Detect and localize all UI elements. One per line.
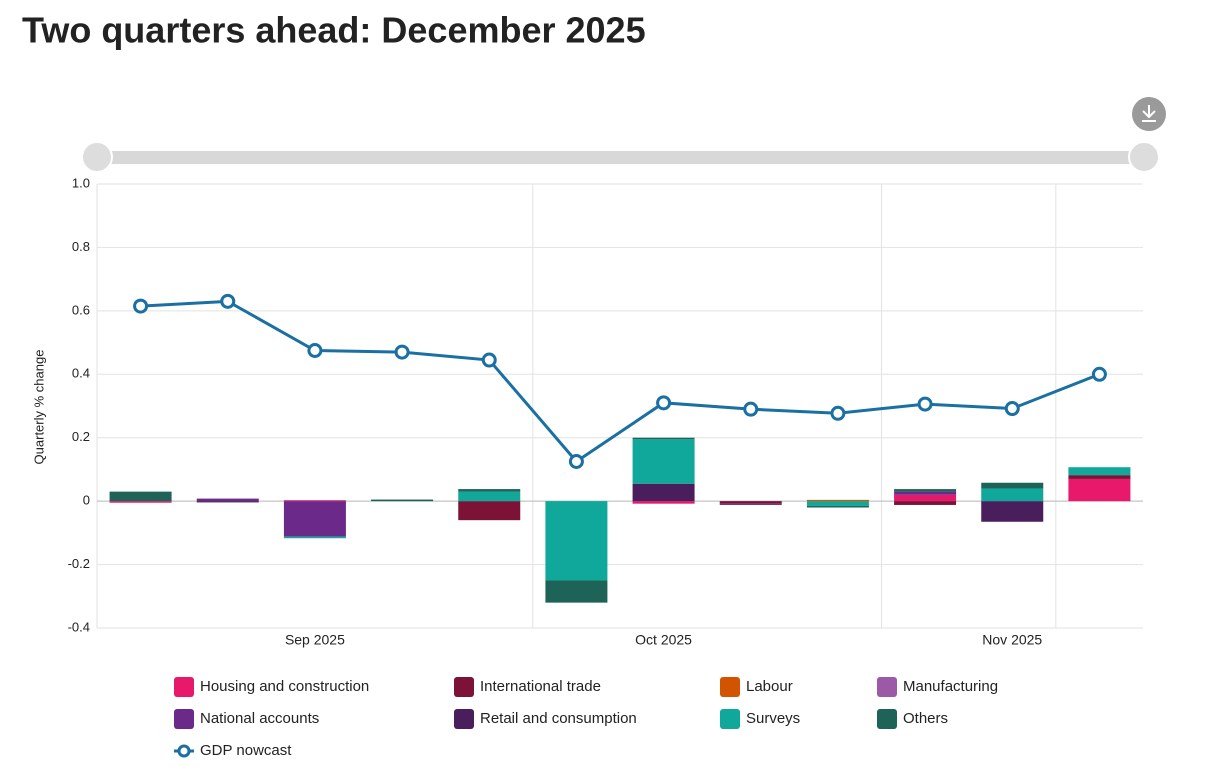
bar-segment <box>981 488 1044 502</box>
nowcast-point <box>394 344 410 360</box>
legend-swatch <box>720 709 740 729</box>
y-tick-label: 0.4 <box>72 366 90 381</box>
bar-segment <box>283 500 346 502</box>
bar-segment <box>894 494 957 502</box>
bar-segment <box>894 491 957 495</box>
y-tick-label: -0.2 <box>68 556 90 571</box>
nowcast-point <box>830 405 846 421</box>
legend-label: Others <box>903 710 948 727</box>
slider-handle[interactable] <box>81 141 113 173</box>
legend-swatch <box>174 709 194 729</box>
y-tick-label: 0.6 <box>72 302 90 317</box>
legend-swatch <box>877 709 897 729</box>
legend-label: Retail and consumption <box>480 710 637 727</box>
legend-swatch <box>720 677 740 697</box>
bar-segment <box>981 501 1044 522</box>
y-axis-label: Quarterly % change <box>31 350 46 465</box>
bar-segment <box>806 505 869 508</box>
legend-label: Manufacturing <box>903 678 998 695</box>
bar-segment <box>458 491 521 502</box>
bar-segment <box>109 491 172 502</box>
bar-segment <box>632 501 695 504</box>
nowcast-point <box>481 352 497 368</box>
bar-segment <box>632 483 695 502</box>
bar-segment <box>196 501 259 503</box>
range-slider[interactable] <box>97 151 1145 164</box>
bar-segment <box>1068 467 1131 476</box>
bar-segment <box>1068 475 1131 479</box>
legend-marker <box>177 744 191 758</box>
bar-segment <box>109 501 172 503</box>
bar-segment <box>545 580 608 603</box>
bar-segment <box>894 501 957 505</box>
legend-swatch <box>174 677 194 697</box>
bar-segment <box>806 501 869 506</box>
nowcast-point <box>1091 366 1107 382</box>
legend-label: National accounts <box>200 710 319 727</box>
bar-segment <box>719 501 782 504</box>
legend-label: International trade <box>480 678 601 695</box>
bar-segment <box>719 503 782 505</box>
bar-segment <box>894 489 957 492</box>
bar-segment <box>1068 478 1131 502</box>
nowcast-point <box>1004 401 1020 417</box>
legend-swatch <box>877 677 897 697</box>
nowcast-point <box>220 293 236 309</box>
bar-segment <box>458 489 521 492</box>
nowcast-point <box>656 395 672 411</box>
nowcast-point <box>133 298 149 314</box>
x-tick-label: Nov 2025 <box>982 632 1042 648</box>
nowcast-point <box>307 343 323 358</box>
bar-segment <box>545 501 608 581</box>
nowcast-point <box>568 454 584 469</box>
y-tick-label: 0 <box>83 493 90 508</box>
bar-segment <box>371 499 434 502</box>
bar-segment <box>283 501 346 537</box>
y-tick-label: 0.2 <box>72 429 90 444</box>
legend-swatch <box>454 709 474 729</box>
bar-segment <box>196 498 259 502</box>
bar-segment <box>632 437 695 440</box>
bar-segment <box>981 482 1044 489</box>
x-tick-label: Oct 2025 <box>635 632 692 648</box>
bar-segment <box>806 499 869 502</box>
legend-label: Labour <box>746 678 793 695</box>
legend-swatch <box>454 677 474 697</box>
y-tick-label: -0.4 <box>68 619 90 634</box>
legend-label: Housing and construction <box>200 678 369 695</box>
x-tick-label: Sep 2025 <box>285 632 345 648</box>
slider-handle[interactable] <box>1128 141 1160 173</box>
nowcast-line <box>140 299 1100 464</box>
bar-segment <box>632 439 695 484</box>
legend-label: Surveys <box>746 710 800 727</box>
nowcast-point <box>917 396 933 412</box>
legend-label: GDP nowcast <box>200 742 292 759</box>
bar-segment <box>458 501 521 521</box>
y-tick-label: 1.0 <box>72 175 90 190</box>
bar-segment <box>283 536 346 539</box>
download-icon <box>1142 105 1156 122</box>
chart-title: Two quarters ahead: December 2025 <box>22 10 646 51</box>
nowcast-point <box>743 401 759 417</box>
y-tick-label: 0.8 <box>72 239 90 254</box>
